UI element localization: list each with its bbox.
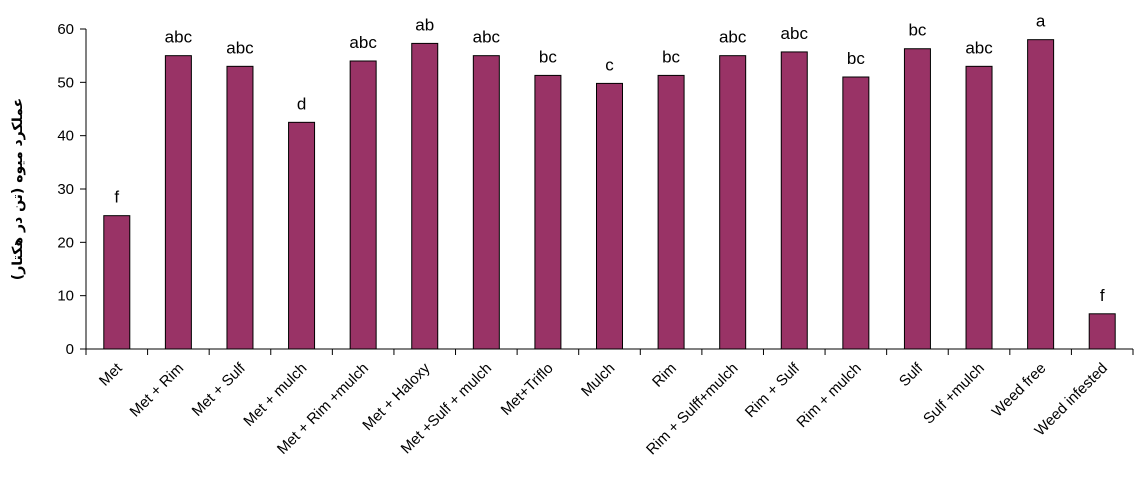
category-label: Rim xyxy=(649,360,680,391)
category-label: Sulf +mulch xyxy=(920,360,988,428)
significance-letter: abc xyxy=(349,33,377,52)
bar xyxy=(164,55,192,350)
category-label: Met+Triflo xyxy=(498,360,557,419)
significance-letter: abc xyxy=(781,24,809,43)
category-label: Weed free xyxy=(989,360,1050,421)
significance-letter: bc xyxy=(908,21,926,40)
y-tick-label: 40 xyxy=(57,128,74,145)
significance-letter: abc xyxy=(965,38,993,57)
significance-letter: c xyxy=(605,55,614,74)
y-tick-label: 20 xyxy=(57,234,74,251)
bar xyxy=(472,55,500,350)
significance-letter: bc xyxy=(847,49,865,68)
significance-letters: f abc abc d abc ab abc bc c bc abc abc bc bc abc a f xyxy=(114,12,1104,305)
bar xyxy=(903,48,931,350)
bar xyxy=(226,65,254,350)
bar xyxy=(1027,39,1055,350)
category-label: Mulch xyxy=(578,360,618,400)
significance-letter: bc xyxy=(662,47,680,66)
bars xyxy=(103,39,1116,350)
category-label: Sulf xyxy=(896,359,927,390)
bar xyxy=(780,51,808,350)
y-tick-label: 10 xyxy=(57,288,74,305)
y-tick-label: 50 xyxy=(57,74,74,91)
bar xyxy=(411,42,439,350)
bar xyxy=(288,121,316,350)
y-axis: 0 10 20 30 40 50 60 xyxy=(57,21,87,358)
significance-letter: d xyxy=(297,94,306,113)
bar xyxy=(965,65,993,350)
x-axis xyxy=(85,348,1134,355)
significance-letter: abc xyxy=(719,28,747,47)
significance-letter: f xyxy=(1100,286,1105,305)
bar xyxy=(596,82,623,350)
category-label: Rim + Sulf xyxy=(742,359,804,421)
significance-letter: ab xyxy=(415,15,434,34)
significance-letter: abc xyxy=(226,38,254,57)
category-label: Met + Sulf xyxy=(189,359,250,420)
significance-letter: abc xyxy=(473,28,501,47)
bar xyxy=(534,74,562,350)
y-tick-label: 30 xyxy=(57,181,74,198)
category-label: Rim + mulch xyxy=(793,360,864,431)
y-tick-label: 60 xyxy=(57,21,74,38)
significance-letter: a xyxy=(1036,12,1046,31)
bar xyxy=(1088,313,1116,350)
significance-letter: bc xyxy=(539,47,557,66)
bar xyxy=(842,76,870,350)
y-axis-label: عملکرد میوه (تن در هکتار) xyxy=(10,98,26,280)
significance-letter: f xyxy=(114,188,119,207)
bar xyxy=(719,55,747,350)
bar xyxy=(103,215,131,350)
bar xyxy=(349,60,377,350)
y-tick-label: 0 xyxy=(66,341,74,358)
category-label: Met xyxy=(96,359,126,389)
category-label: Met + Rim xyxy=(127,360,188,421)
significance-letter: abc xyxy=(165,28,193,47)
bar xyxy=(657,74,685,350)
